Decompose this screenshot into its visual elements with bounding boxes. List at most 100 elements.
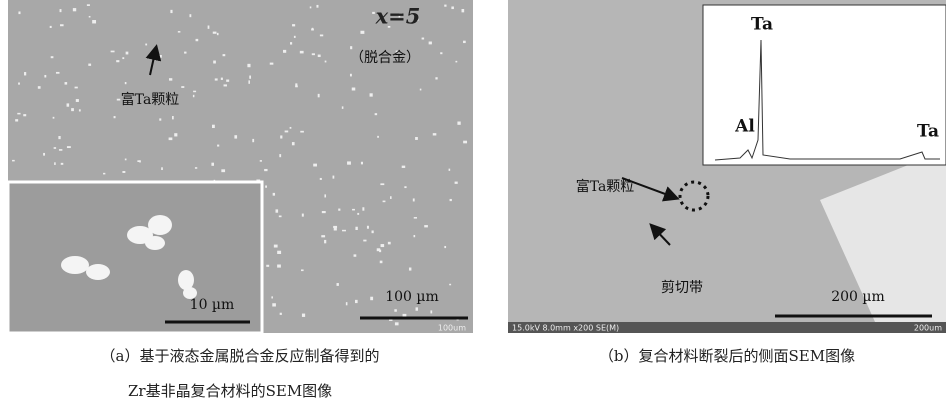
particle bbox=[279, 215, 282, 217]
particle bbox=[440, 52, 442, 54]
composition-label: x=5 bbox=[375, 4, 421, 29]
instrument-scale: 200um bbox=[914, 324, 942, 333]
particle bbox=[217, 33, 219, 35]
particle bbox=[248, 80, 250, 83]
particle bbox=[87, 4, 90, 6]
particle bbox=[145, 44, 147, 46]
particle bbox=[137, 160, 139, 162]
particle bbox=[125, 159, 127, 161]
particle bbox=[60, 9, 62, 12]
particle bbox=[444, 5, 446, 7]
particle bbox=[414, 235, 416, 237]
scale-label: 200 µm bbox=[831, 289, 885, 305]
particle bbox=[463, 41, 466, 43]
figure: x=5 （脱合金） 富Ta颗粒 10 µm 100 µm 100um （a）基于… bbox=[0, 0, 946, 407]
peak-label: Ta bbox=[751, 15, 773, 35]
particle bbox=[463, 141, 467, 144]
particle bbox=[380, 261, 383, 264]
particle bbox=[178, 31, 181, 33]
particle bbox=[60, 24, 64, 26]
particle bbox=[195, 167, 197, 169]
particle bbox=[292, 24, 295, 26]
particle bbox=[300, 51, 304, 54]
particle bbox=[273, 193, 275, 196]
particle bbox=[65, 82, 68, 85]
particle bbox=[424, 225, 428, 227]
particle bbox=[409, 268, 411, 271]
particle bbox=[402, 166, 405, 168]
particle bbox=[313, 164, 317, 167]
scale-label: 100 µm bbox=[385, 289, 439, 305]
particle bbox=[75, 87, 78, 89]
particle bbox=[51, 56, 54, 58]
particle bbox=[212, 125, 215, 128]
particle bbox=[367, 226, 369, 229]
particle bbox=[377, 136, 379, 138]
particle bbox=[388, 242, 391, 245]
particle bbox=[429, 42, 432, 45]
particle bbox=[395, 322, 399, 325]
particle bbox=[247, 64, 250, 67]
particle bbox=[223, 54, 226, 56]
particle bbox=[312, 53, 315, 55]
particle bbox=[322, 211, 326, 213]
particle bbox=[455, 61, 457, 63]
particle bbox=[76, 99, 79, 102]
particle bbox=[381, 244, 385, 247]
particle bbox=[361, 162, 363, 165]
particle bbox=[264, 169, 267, 171]
particle bbox=[362, 207, 364, 210]
dealloy-label: （脱合金） bbox=[350, 50, 420, 66]
particle bbox=[415, 137, 418, 140]
particle bbox=[360, 31, 364, 34]
particle bbox=[217, 145, 219, 147]
particle bbox=[375, 113, 377, 115]
particle bbox=[325, 61, 327, 63]
particle bbox=[193, 95, 195, 97]
particle bbox=[159, 118, 161, 120]
caption: Zr基非晶复合材料的SEM图像 bbox=[128, 382, 332, 400]
particle bbox=[337, 283, 339, 286]
particle bbox=[280, 313, 282, 315]
particle bbox=[292, 142, 295, 145]
peak-label: Al bbox=[734, 117, 755, 137]
particle bbox=[103, 173, 105, 175]
particle bbox=[433, 133, 437, 135]
particle bbox=[312, 28, 314, 31]
particle bbox=[333, 226, 337, 228]
particle bbox=[114, 116, 116, 118]
particle bbox=[125, 82, 127, 84]
particle bbox=[211, 163, 214, 166]
particle bbox=[213, 32, 217, 34]
particle bbox=[285, 131, 289, 133]
particle bbox=[354, 254, 357, 256]
particle bbox=[265, 185, 267, 187]
particle bbox=[279, 154, 281, 157]
particle bbox=[379, 250, 381, 253]
particle bbox=[355, 227, 357, 230]
particle bbox=[338, 209, 340, 211]
particle bbox=[88, 64, 91, 66]
particle bbox=[221, 78, 223, 80]
particle bbox=[44, 75, 46, 78]
particle bbox=[181, 86, 184, 88]
particle bbox=[92, 20, 96, 23]
caption: （b）复合材料断裂后的侧面SEM图像 bbox=[599, 347, 855, 365]
particle bbox=[352, 88, 356, 91]
particle bbox=[294, 36, 296, 38]
particle bbox=[435, 77, 437, 79]
particle bbox=[276, 209, 279, 212]
particle bbox=[290, 127, 292, 129]
particle bbox=[61, 163, 64, 165]
particle bbox=[226, 80, 229, 82]
particle bbox=[390, 196, 392, 199]
particle bbox=[260, 160, 262, 162]
particle bbox=[320, 35, 323, 37]
particle bbox=[215, 78, 218, 80]
particle bbox=[316, 5, 318, 8]
particle bbox=[67, 146, 71, 148]
particle bbox=[18, 83, 20, 85]
particle bbox=[56, 72, 59, 74]
particle bbox=[277, 251, 281, 254]
particle bbox=[455, 182, 458, 184]
